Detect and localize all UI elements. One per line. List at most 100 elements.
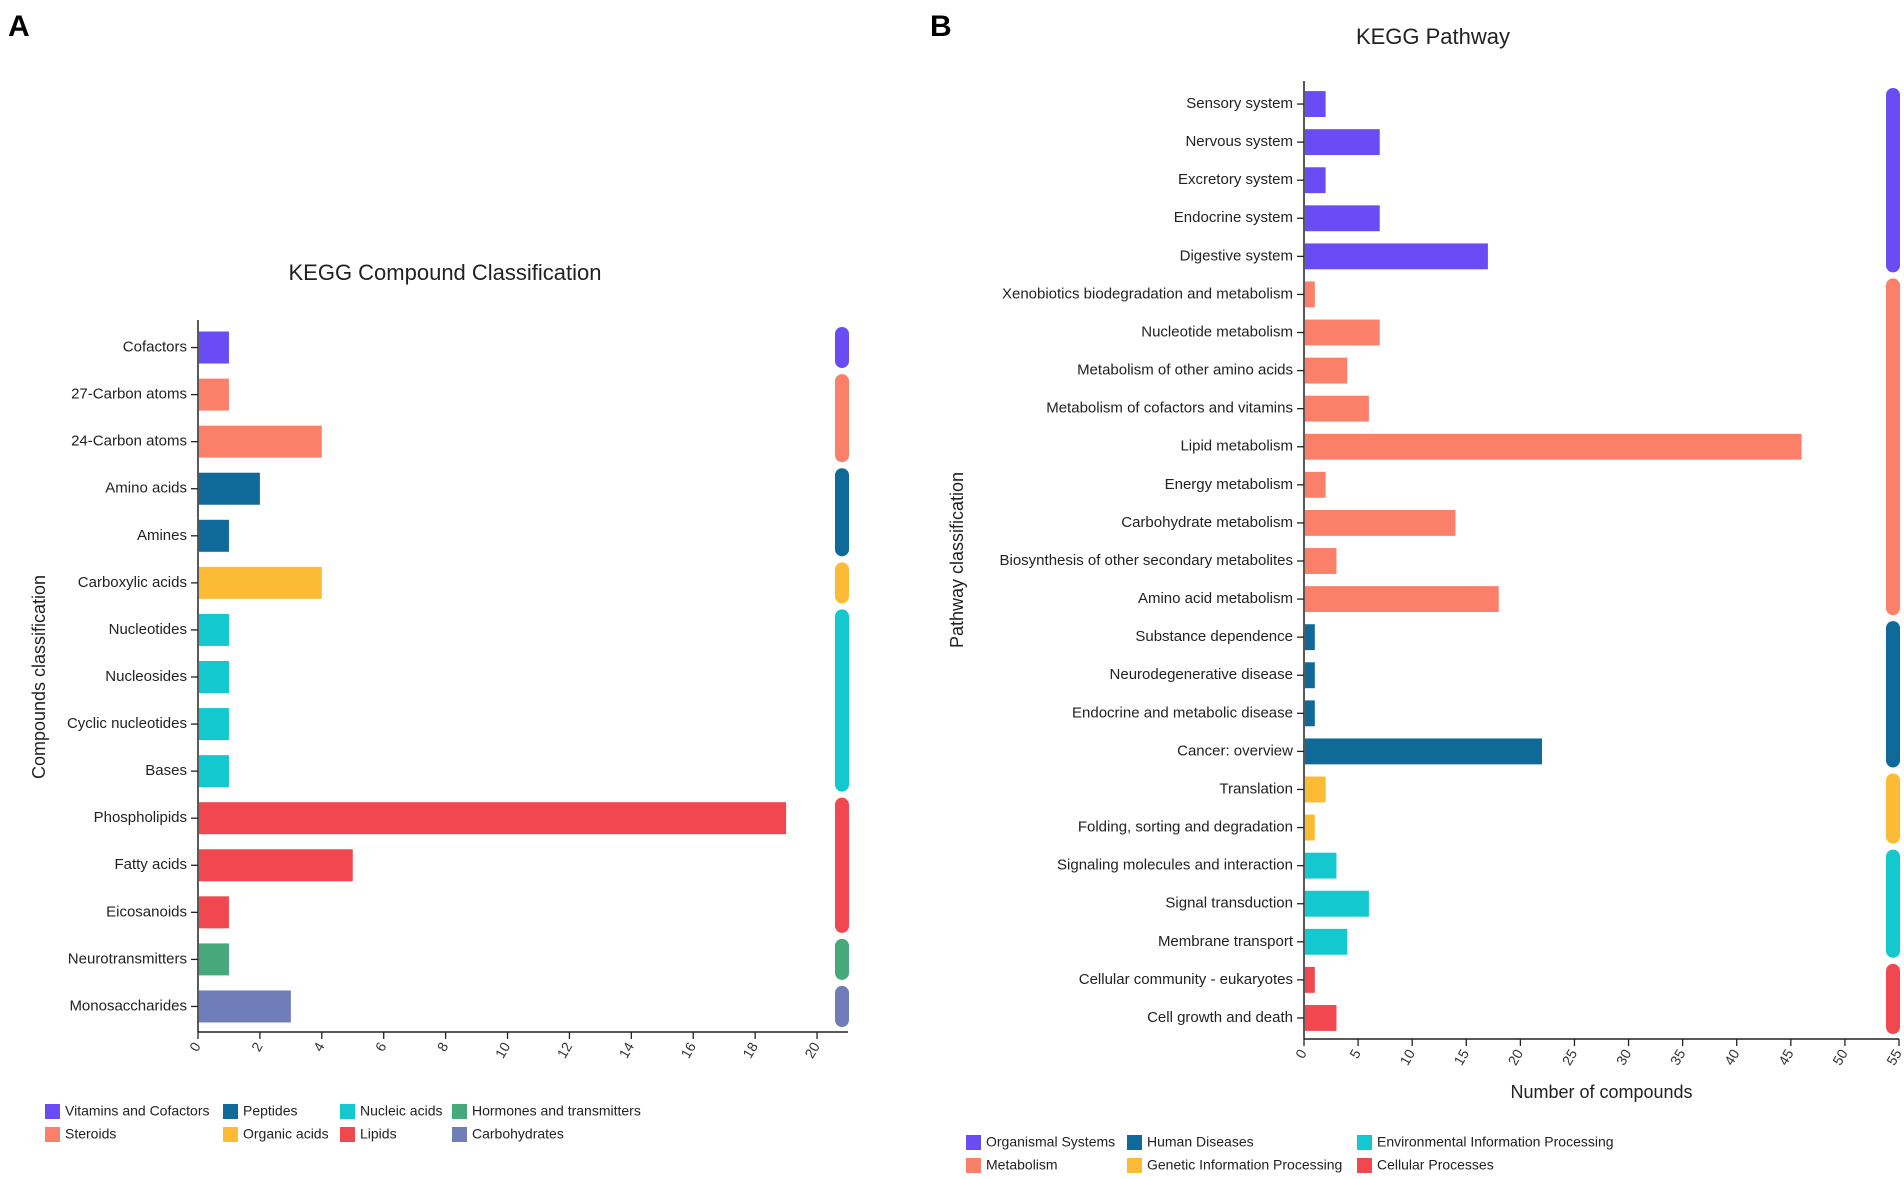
- legend-label-peptides: Peptides: [243, 1103, 297, 1119]
- x-tick-label: 10: [1396, 1046, 1418, 1068]
- bar-excretory-system: [1305, 167, 1326, 194]
- category-label-xenobiotics-biodegradation-and-metabolism: Xenobiotics biodegradation and metabolis…: [1002, 285, 1293, 302]
- legend-label-vitamins-and-cofactors: Vitamins and Cofactors: [65, 1103, 209, 1119]
- legend: Vitamins and Cofactors Peptides Nucleic ac…: [45, 1103, 641, 1142]
- bar-nucleosides: [199, 660, 229, 694]
- x-tick-label: 25: [1559, 1046, 1581, 1068]
- bar-24-carbon-atoms: [199, 425, 322, 458]
- category-label-digestive-system: Digestive system: [1180, 247, 1293, 264]
- bar-eicosanoids: [199, 896, 229, 929]
- x-tick-label: 16: [677, 1039, 699, 1061]
- bar-energy-metabolism: [1305, 471, 1326, 498]
- category-label-substance-dependence: Substance dependence: [1135, 628, 1293, 645]
- x-tick-label: 20: [801, 1039, 823, 1061]
- bar-neurodegenerative-disease: [1305, 662, 1315, 689]
- bar-carbohydrate-metabolism: [1305, 509, 1456, 536]
- category-label-24-carbon-atoms: 24-Carbon atoms: [71, 433, 187, 450]
- group-strip-peptides: [835, 468, 849, 557]
- group-strip-human-diseases: [1886, 621, 1900, 768]
- bar-cancer-overview: [1305, 738, 1542, 765]
- chart-title: KEGG Pathway: [1356, 24, 1510, 49]
- x-axis-label: Number of compounds: [1510, 1082, 1692, 1102]
- category-label-amino-acids: Amino acids: [105, 480, 187, 497]
- category-label-lipid-metabolism: Lipid metabolism: [1180, 438, 1293, 455]
- legend-label-organismal-systems: Organismal Systems: [986, 1134, 1115, 1150]
- legend-swatch-nucleic-acids: [340, 1104, 355, 1119]
- bar-translation: [1305, 776, 1326, 803]
- category-label-endocrine-system: Endocrine system: [1174, 209, 1293, 226]
- category-label-nucleosides: Nucleosides: [105, 668, 187, 685]
- legend-swatch-lipids: [340, 1127, 355, 1142]
- category-label-cyclic-nucleotides: Cyclic nucleotides: [67, 715, 187, 732]
- legend-swatch-steroids: [45, 1127, 60, 1142]
- panel-label-b: B: [930, 10, 952, 43]
- bar-membrane-transport: [1305, 928, 1348, 955]
- category-label-neurodegenerative-disease: Neurodegenerative disease: [1110, 666, 1293, 683]
- category-label-nervous-system: Nervous system: [1185, 133, 1293, 150]
- category-label-cell-growth-and-death: Cell growth and death: [1147, 1009, 1293, 1026]
- bar-amines: [199, 519, 229, 552]
- category-label-sensory-system: Sensory system: [1186, 95, 1293, 112]
- legend-swatch-human-diseases: [1127, 1135, 1142, 1150]
- category-label-nucleotide-metabolism: Nucleotide metabolism: [1141, 323, 1293, 340]
- category-label-eicosanoids: Eicosanoids: [106, 903, 187, 920]
- legend-label-organic-acids: Organic acids: [243, 1126, 329, 1142]
- category-label-carbohydrate-metabolism: Carbohydrate metabolism: [1121, 514, 1293, 531]
- group-strip-steroids: [835, 374, 849, 463]
- legend-swatch-peptides: [223, 1104, 238, 1119]
- group-strip-genetic-information-processing: [1886, 773, 1900, 844]
- bar-sensory-system: [1305, 91, 1326, 117]
- group-strip-environmental-information-processing: [1886, 849, 1900, 958]
- bar-amino-acids: [199, 472, 260, 505]
- category-label-monosaccharides: Monosaccharides: [69, 997, 187, 1014]
- bar-nervous-system: [1305, 129, 1380, 156]
- bar-signal-transduction: [1305, 890, 1369, 917]
- bar-cofactors: [199, 331, 229, 364]
- category-label-translation: Translation: [1219, 780, 1293, 797]
- category-label-signaling-molecules-and-interaction: Signaling molecules and interaction: [1057, 857, 1293, 874]
- bar-carboxylic-acids: [199, 566, 322, 599]
- category-label-cofactors: Cofactors: [123, 339, 187, 356]
- y-axis-label: Compounds classification: [29, 575, 49, 779]
- bar-cyclic-nucleotides: [199, 708, 229, 741]
- category-label-metabolism-of-other-amino-acids: Metabolism of other amino acids: [1077, 362, 1293, 379]
- category-label-folding-sorting-and-degradation: Folding, sorting and degradation: [1078, 819, 1293, 836]
- bar-bases: [199, 755, 229, 788]
- x-tick-label: 30: [1613, 1046, 1635, 1068]
- bar-amino-acid-metabolism: [1305, 586, 1499, 613]
- bar-monosaccharides: [199, 990, 291, 1023]
- bar-xenobiotics-biodegradation-and-metabolism: [1305, 281, 1315, 308]
- bar-endocrine-system: [1305, 205, 1380, 232]
- group-strip-nucleic-acids: [835, 609, 849, 792]
- bar-neurotransmitters: [199, 943, 229, 976]
- group-strip-cellular-processes: [1886, 963, 1900, 1034]
- legend-swatch-vitamins-and-cofactors: [45, 1104, 60, 1119]
- bar-nucleotide-metabolism: [1305, 319, 1380, 346]
- legend-swatch-carbohydrates: [452, 1127, 467, 1142]
- x-tick-label: 35: [1667, 1046, 1689, 1068]
- bar-lipid-metabolism: [1305, 433, 1802, 460]
- category-label-cellular-community-eukaryotes: Cellular community - eukaryotes: [1079, 971, 1293, 988]
- category-label-metabolism-of-cofactors-and-vitamins: Metabolism of cofactors and vitamins: [1046, 400, 1293, 417]
- category-label-amino-acid-metabolism: Amino acid metabolism: [1138, 590, 1293, 607]
- legend-label-human-diseases: Human Diseases: [1147, 1134, 1254, 1150]
- legend-label-lipids: Lipids: [360, 1126, 397, 1142]
- category-label-fatty-acids: Fatty acids: [114, 856, 187, 873]
- bar-metabolism-of-other-amino-acids: [1305, 357, 1348, 384]
- legend-label-nucleic-acids: Nucleic acids: [360, 1103, 442, 1119]
- category-label-neurotransmitters: Neurotransmitters: [68, 950, 187, 967]
- legend-label-cellular-processes: Cellular Processes: [1377, 1157, 1494, 1173]
- category-label-biosynthesis-of-other-secondary-metabolites: Biosynthesis of other secondary metaboli…: [1000, 552, 1294, 569]
- bar-endocrine-and-metabolic-disease: [1305, 700, 1315, 727]
- legend-label-metabolism: Metabolism: [986, 1157, 1058, 1173]
- x-tick-label: 50: [1829, 1046, 1851, 1068]
- chart-title: KEGG Compound Classification: [288, 260, 601, 285]
- legend-label-carbohydrates: Carbohydrates: [472, 1126, 564, 1142]
- category-label-endocrine-and-metabolic-disease: Endocrine and metabolic disease: [1072, 704, 1293, 721]
- group-strip-carbohydrates: [835, 985, 849, 1027]
- group-strip-hormones-and-transmitters: [835, 938, 849, 980]
- bar-cell-growth-and-death: [1305, 1005, 1337, 1031]
- x-tick-label: 40: [1721, 1046, 1743, 1068]
- category-label-27-carbon-atoms: 27-Carbon atoms: [71, 386, 187, 403]
- category-label-excretory-system: Excretory system: [1178, 171, 1293, 188]
